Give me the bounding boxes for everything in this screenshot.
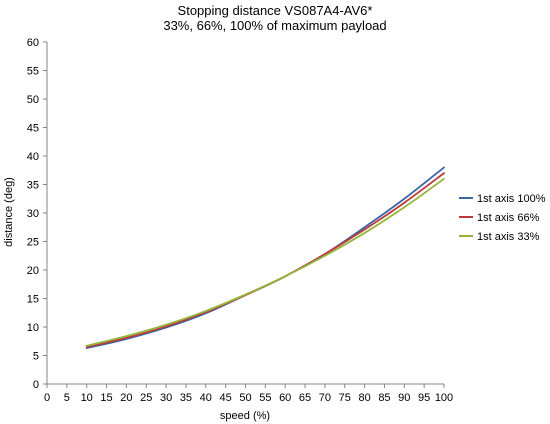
x-tick-label: 80 <box>358 392 370 404</box>
x-tick-label: 70 <box>319 392 331 404</box>
y-tick-label: 45 <box>27 123 39 135</box>
x-tick-label: 20 <box>120 392 132 404</box>
y-tick-label: 5 <box>33 351 39 363</box>
chart-series <box>85 166 445 349</box>
y-tick-label: 10 <box>27 322 39 334</box>
x-tick-label: 25 <box>140 392 152 404</box>
series-line-1 <box>85 166 445 349</box>
chart-subtitle: 33%, 66%, 100% of maximum payload <box>163 18 387 33</box>
x-tick-label: 45 <box>220 392 232 404</box>
chart-title: Stopping distance VS087A4-AV6* <box>177 3 373 18</box>
x-tick-label: 65 <box>299 392 311 404</box>
y-tick-label: 50 <box>27 94 39 106</box>
y-tick-label: 15 <box>27 294 39 306</box>
legend-label: 1st axis 100% <box>477 193 546 205</box>
x-tick-label: 40 <box>200 392 212 404</box>
x-tick-label: 50 <box>239 392 251 404</box>
legend-label: 1st axis 66% <box>477 212 540 224</box>
x-tick-label: 55 <box>259 392 271 404</box>
series-line-2 <box>85 172 445 348</box>
y-tick-label: 30 <box>27 208 39 220</box>
x-tick-label: 60 <box>279 392 291 404</box>
y-tick-label: 55 <box>27 66 39 78</box>
y-tick-label: 40 <box>27 151 39 163</box>
y-tick-label: 0 <box>33 379 39 391</box>
y-axis-label: distance (deg) <box>3 177 15 247</box>
chart-ticks: 0 5 10 15 20 25 30 35 40 45 50 55 60 0 5 10 15 20 25 30 35 40… <box>27 37 453 404</box>
legend-label: 1st axis 33% <box>477 231 540 243</box>
x-tick-label: 100 <box>435 392 453 404</box>
y-tick-label: 20 <box>27 265 39 277</box>
x-tick-label: 10 <box>81 392 93 404</box>
y-tick-label: 35 <box>27 180 39 192</box>
y-tick-label: 60 <box>27 37 39 49</box>
x-tick-label: 35 <box>180 392 192 404</box>
series-line-3 <box>85 177 445 347</box>
x-tick-label: 15 <box>100 392 112 404</box>
x-tick-label: 30 <box>160 392 172 404</box>
x-tick-label: 0 <box>44 392 50 404</box>
x-axis-label: speed (%) <box>220 410 270 422</box>
x-tick-label: 85 <box>378 392 390 404</box>
x-tick-label: 90 <box>398 392 410 404</box>
y-tick-label: 25 <box>27 237 39 249</box>
x-tick-label: 75 <box>339 392 351 404</box>
chart-legend: 1st axis 100% 1st axis 66% 1st axis 33% <box>459 193 546 243</box>
x-tick-label: 5 <box>64 392 70 404</box>
x-tick-label: 95 <box>418 392 430 404</box>
